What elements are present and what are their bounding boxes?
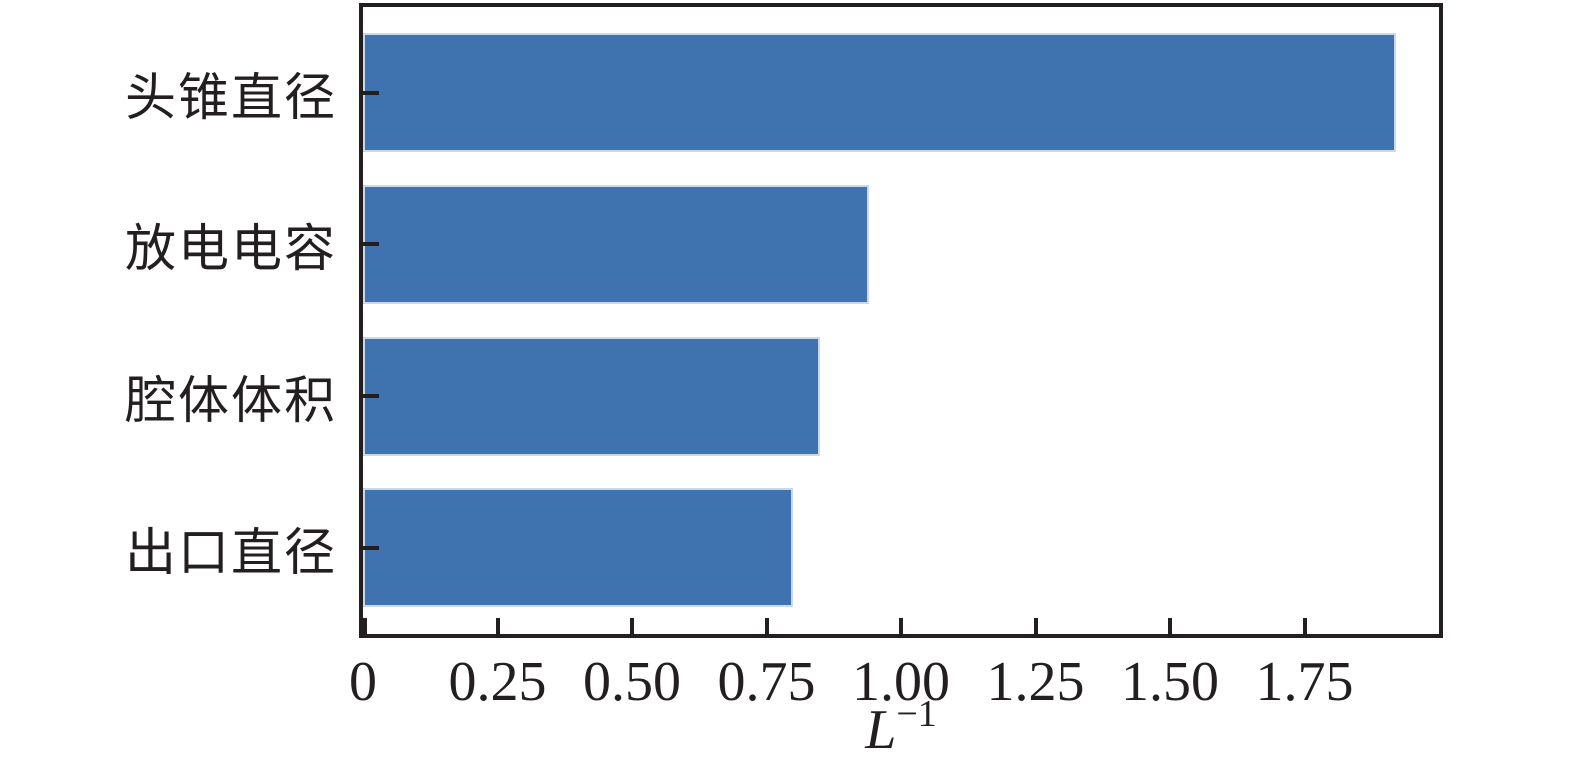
category-label-3: 腔体体积 — [124, 374, 337, 431]
x-tick-mark — [363, 618, 367, 634]
x-axis-label-base: L — [865, 699, 897, 761]
category-label-1: 头锥直径 — [124, 70, 337, 127]
bar-4 — [363, 488, 794, 608]
x-tick-label-0.75: 0.75 — [717, 651, 816, 713]
y-tick-mark — [363, 90, 379, 95]
x-tick-label-0: 0 — [349, 651, 377, 713]
y-tick-mark — [363, 394, 379, 399]
x-tick-mark — [495, 618, 500, 634]
x-tick-mark — [764, 618, 769, 634]
x-tick-label-1.50: 1.50 — [1121, 651, 1219, 713]
x-tick-label-1.75: 1.75 — [1255, 651, 1354, 713]
bar-2 — [363, 184, 869, 304]
x-tick-mark — [1033, 618, 1038, 634]
bar-3 — [363, 336, 821, 456]
y-tick-mark — [363, 242, 379, 247]
category-label-2: 放电电容 — [124, 222, 337, 279]
x-tick-label-0.25: 0.25 — [448, 651, 547, 713]
x-axis-label: L−1 — [865, 695, 937, 762]
x-tick-mark — [1168, 618, 1172, 634]
category-label-4: 出口直径 — [124, 525, 337, 582]
x-tick-label-1.25: 1.25 — [986, 651, 1085, 713]
x-tick-mark — [1302, 618, 1307, 634]
x-tick-mark — [630, 618, 634, 634]
x-tick-label-0.50: 0.50 — [583, 651, 681, 713]
y-tick-mark — [363, 545, 379, 550]
x-axis-label-exponent: −1 — [896, 693, 937, 735]
x-tick-label-1.00: 1.00 — [852, 651, 950, 713]
x-tick-mark — [899, 618, 903, 634]
bar-1 — [363, 33, 1396, 152]
plot-area — [359, 3, 1443, 638]
